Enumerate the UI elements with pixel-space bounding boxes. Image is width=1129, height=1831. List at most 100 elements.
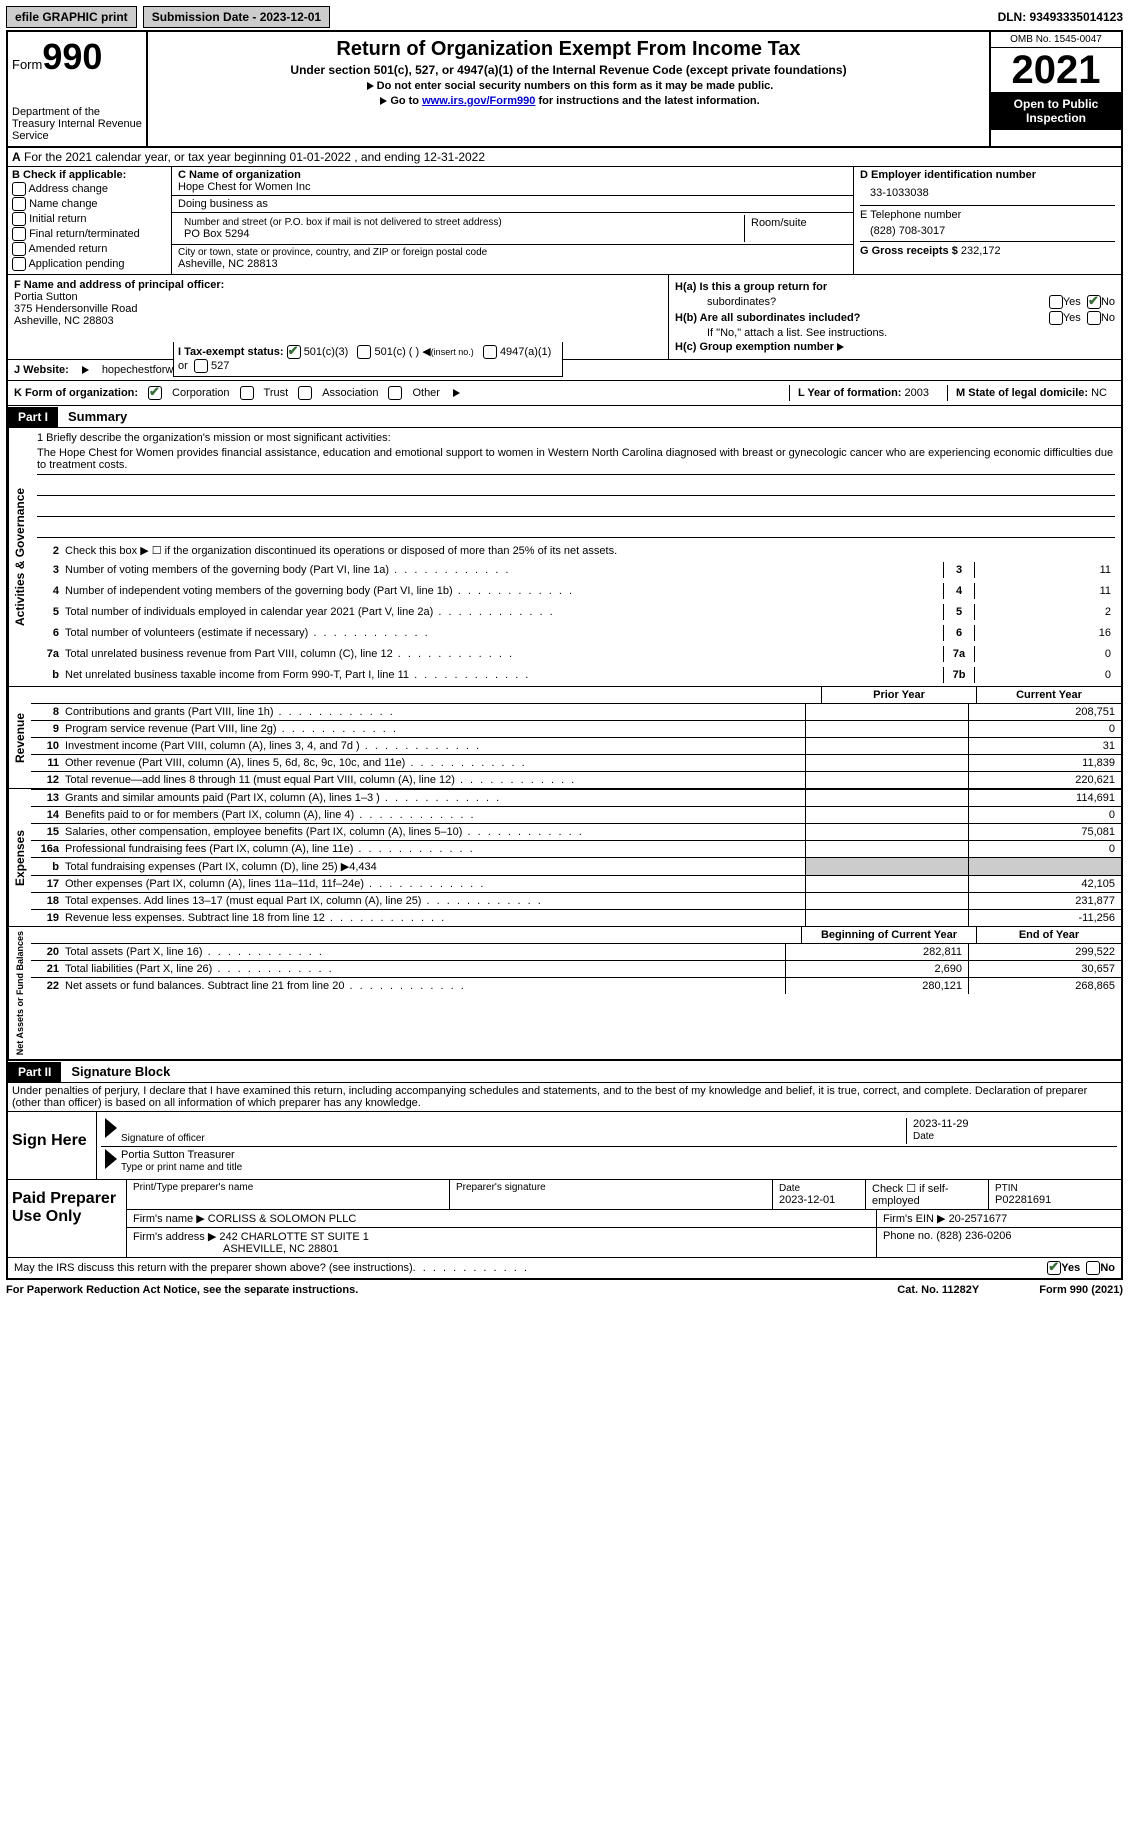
prep-date-label: Date	[779, 1183, 800, 1194]
k-label: K Form of organization:	[14, 387, 138, 399]
exp-14-prior	[805, 807, 968, 823]
opt-final: Final return/terminated	[29, 228, 140, 240]
officer-type: Type or print name and title	[121, 1162, 242, 1173]
m-label: M State of legal domicile:	[956, 387, 1088, 399]
exp-17-text: Other expenses (Part IX, column (A), lin…	[65, 878, 801, 890]
ast-22-text: Net assets or fund balances. Subtract li…	[65, 980, 781, 992]
room-label: Room/suite	[745, 215, 847, 242]
omb-number: OMB No. 1545-0047	[991, 32, 1121, 48]
chk-corp[interactable]	[148, 386, 162, 400]
yes-txt2: Yes	[1063, 312, 1081, 324]
exp-19-text: Revenue less expenses. Subtract line 18 …	[65, 912, 801, 924]
line-3-text: Number of voting members of the governin…	[65, 564, 943, 576]
chk-501c[interactable]	[357, 345, 371, 359]
chk-other[interactable]	[388, 386, 402, 400]
ptin-value: P02281691	[995, 1194, 1051, 1206]
ssn-warning: Do not enter social security numbers on …	[377, 80, 774, 92]
ast-21-text: Total liabilities (Part X, line 26)	[65, 963, 781, 975]
part1-tab: Part I	[8, 407, 58, 427]
ast-22-prior: 280,121	[785, 978, 968, 994]
chk-initial-return[interactable]	[12, 212, 26, 226]
line-6-text: Total number of volunteers (estimate if …	[65, 627, 943, 639]
chk-assoc[interactable]	[298, 386, 312, 400]
line-7a-box: 7a	[943, 646, 975, 662]
chk-address-change[interactable]	[12, 182, 26, 196]
exp-19-prior	[805, 910, 968, 926]
officer-name: Portia Sutton	[14, 291, 662, 303]
rev-11-text: Other revenue (Part VIII, column (A), li…	[65, 757, 801, 769]
discuss-no[interactable]	[1086, 1261, 1100, 1275]
exp-16a-text: Professional fundraising fees (Part IX, …	[65, 843, 801, 855]
exp-19-current: -11,256	[968, 910, 1121, 926]
irs-link[interactable]: www.irs.gov/Form990	[422, 95, 535, 107]
tax-year: 2021	[991, 48, 1121, 92]
chk-final-return[interactable]	[12, 227, 26, 241]
firm-city: ASHEVILLE, NC 28801	[133, 1243, 339, 1255]
line-5-box: 5	[943, 604, 975, 620]
m-val: NC	[1091, 387, 1107, 399]
d-ein-label: D Employer identification number	[860, 169, 1115, 181]
assets-current-hdr: End of Year	[976, 927, 1121, 943]
ha-yes[interactable]	[1049, 295, 1063, 309]
j-label: J Website:	[14, 364, 69, 376]
rev-8-current: 208,751	[968, 704, 1121, 720]
sig-arrow2-icon	[105, 1149, 117, 1169]
rev-10-text: Investment income (Part VIII, column (A)…	[65, 740, 801, 752]
line-5-text: Total number of individuals employed in …	[65, 606, 943, 618]
e-phone-label: E Telephone number	[860, 209, 961, 221]
opt-trust: Trust	[264, 387, 289, 399]
sig-arrow-icon	[105, 1118, 117, 1138]
opt-corp: Corporation	[172, 387, 229, 399]
exp-b-prior	[805, 858, 968, 875]
line-3-val: 11	[975, 562, 1117, 578]
rev-11-current: 11,839	[968, 755, 1121, 771]
assets-prior-hdr: Beginning of Current Year	[801, 927, 976, 943]
rev-9-prior	[805, 721, 968, 737]
ast-20-current: 299,522	[968, 944, 1121, 960]
rev-8-prior	[805, 704, 968, 720]
discuss-no-txt: No	[1100, 1262, 1115, 1274]
line-4-text: Number of independent voting members of …	[65, 585, 943, 597]
efile-print-button[interactable]: efile GRAPHIC print	[6, 6, 137, 28]
ha-no[interactable]	[1087, 295, 1101, 309]
part2-title: Signature Block	[61, 1061, 180, 1082]
chk-527[interactable]	[194, 359, 208, 373]
chk-501c3[interactable]	[287, 345, 301, 359]
hb-yes[interactable]	[1049, 311, 1063, 325]
line-5-val: 2	[975, 604, 1117, 620]
city-label: City or town, state or province, country…	[178, 247, 847, 258]
officer-city: Asheville, NC 28803	[14, 315, 662, 327]
chk-amended[interactable]	[12, 242, 26, 256]
sig-date: 2023-11-29	[913, 1118, 1113, 1130]
c-name-label: C Name of organization	[178, 169, 847, 181]
dln-text: DLN: 93493335014123	[998, 10, 1123, 24]
exp-15-text: Salaries, other compensation, employee b…	[65, 826, 801, 838]
ast-20-text: Total assets (Part X, line 16)	[65, 946, 781, 958]
exp-16a-current: 0	[968, 841, 1121, 857]
ast-20-prior: 282,811	[785, 944, 968, 960]
part1-title: Summary	[58, 406, 137, 427]
exp-b-text: Total fundraising expenses (Part IX, col…	[65, 860, 801, 873]
chk-trust[interactable]	[240, 386, 254, 400]
prep-date: 2023-12-01	[779, 1194, 835, 1206]
firm-phone-label: Phone no.	[883, 1230, 933, 1242]
opt-initial: Initial return	[29, 213, 86, 225]
exp-15-prior	[805, 824, 968, 840]
chk-4947[interactable]	[483, 345, 497, 359]
firm-addr: 242 CHARLOTTE ST SUITE 1	[219, 1231, 369, 1243]
chk-name-change[interactable]	[12, 197, 26, 211]
current-year-hdr: Current Year	[976, 687, 1121, 703]
hb-no[interactable]	[1087, 311, 1101, 325]
prep-name-label: Print/Type preparer's name	[133, 1182, 443, 1193]
exp-17-prior	[805, 876, 968, 892]
discuss-yes[interactable]	[1047, 1261, 1061, 1275]
org-name: Hope Chest for Women Inc	[178, 181, 847, 193]
rev-12-prior	[805, 772, 968, 788]
exp-18-prior	[805, 893, 968, 909]
firm-ein: 20-2571677	[949, 1213, 1008, 1225]
chk-app-pending[interactable]	[12, 257, 26, 271]
phone-value: (828) 708-3017	[860, 221, 1115, 241]
submission-date-button[interactable]: Submission Date - 2023-12-01	[143, 6, 330, 28]
opt-527: 527	[211, 360, 229, 372]
exp-16a-prior	[805, 841, 968, 857]
